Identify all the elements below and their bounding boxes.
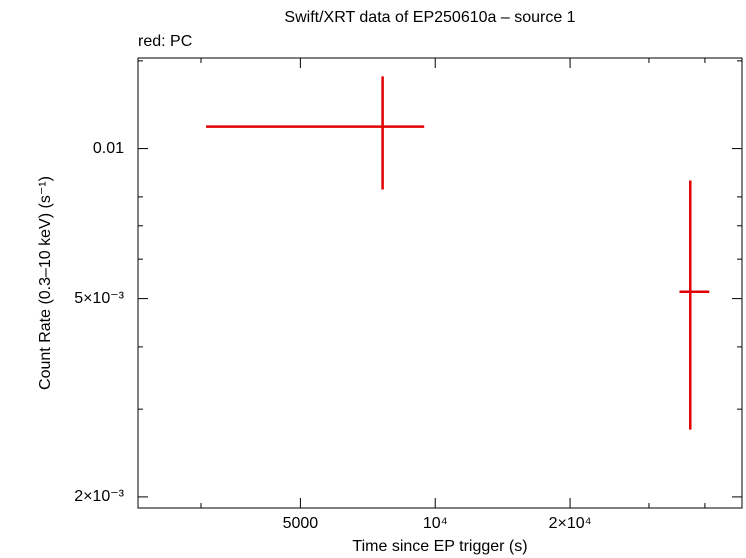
chart-title: Swift/XRT data of EP250610a – source 1 [284, 9, 575, 26]
x-tick-label: 2×10⁴ [549, 515, 592, 532]
x-axis-label: Time since EP trigger (s) [352, 538, 527, 555]
y-tick-label: 0.01 [93, 140, 124, 157]
x-tick-label: 5000 [283, 515, 319, 532]
y-axis-label: Count Rate (0.3–10 keV) (s⁻¹) [37, 176, 54, 390]
plot-frame [137, 57, 743, 509]
x-tick-label: 10⁴ [423, 515, 448, 532]
chart-subtitle: red: PC [138, 33, 192, 50]
y-tick-label: 5×10⁻³ [74, 290, 124, 307]
y-tick-label: 2×10⁻³ [74, 488, 124, 505]
